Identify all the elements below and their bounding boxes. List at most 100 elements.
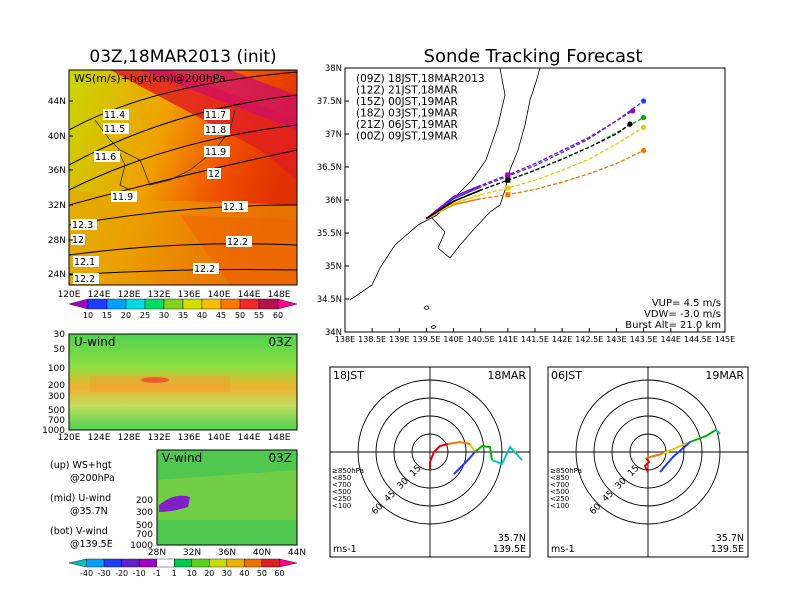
v-colorbar-swatch (191, 558, 210, 568)
track-landing-4 (640, 124, 647, 130)
v-colorbar-label: -30 (98, 569, 111, 578)
hodo-date: 18MAR (487, 369, 526, 382)
v-colorbar-label: 40 (239, 569, 249, 578)
hodo-legend-item: <100 (332, 502, 351, 510)
v-colorbar-label: 60 (274, 569, 284, 578)
track-legend-item: (12Z) 21JST,18MAR (356, 85, 458, 97)
map-colorbar-label: 40 (197, 311, 207, 320)
contour-label: 12 (72, 235, 84, 246)
v-colorbar-swatch (156, 558, 175, 568)
note-mid-1: (mid) U-wind (50, 493, 111, 504)
hodo-trace-0 (643, 457, 651, 473)
track-burst-5 (505, 192, 511, 198)
v-colorbar-label: 50 (257, 569, 267, 578)
contour-label-bg (226, 236, 252, 247)
track-lon-tick: 142.5E (575, 335, 603, 344)
u-lon-tick: 128E (118, 433, 141, 443)
coast-line (94, 109, 236, 186)
v-colorbar-label: 30 (222, 569, 232, 578)
hodo-trace-0 (429, 443, 449, 470)
map-lat-tick: 44N (48, 97, 66, 107)
map-colorbar-swatch (182, 298, 203, 310)
map-colorbar-swatch (220, 298, 241, 310)
hodo-legend-item: <500 (332, 488, 351, 496)
track-lon-tick: 141E (498, 335, 518, 344)
map-lon-tick: 140E (208, 290, 231, 300)
u-lon-tick: 136E (178, 433, 201, 443)
map-lon-tick: 128E (118, 290, 141, 300)
map-lon-tick: 136E (178, 290, 201, 300)
map-lat-tick: 40N (48, 132, 66, 142)
jet-max-band (140, 70, 297, 130)
u-lon-tick: 144E (238, 433, 261, 443)
track-line-4 (426, 126, 644, 220)
contour-label-bg (204, 109, 230, 120)
map-lon-tick: 148E (268, 290, 291, 300)
track-lat-tick: 34N (325, 328, 342, 338)
hodo-loc-lat: 35.7N (716, 533, 744, 544)
v-level-tick: 200 (136, 496, 153, 506)
hodo-trace-3 (689, 429, 717, 443)
track-lon-tick: 141.5E (521, 335, 549, 344)
track-landing-5 (640, 147, 647, 154)
ws-map-panel: 11.4 11.5 11.6 11.7 11.8 11.9 11.9 12 12.1 12.2 12… (48, 69, 298, 320)
v-colorbar-swatch (226, 558, 245, 568)
hodo-legend-item: ≥850hPa (550, 467, 582, 475)
track-legend-item: (21Z) 06JST,19MAR (356, 119, 458, 131)
hodo-legend-item: <850 (550, 474, 569, 482)
island-1 (423, 305, 430, 310)
map-colorbar-label: 50 (235, 311, 245, 320)
hodo-trace-3 (474, 444, 493, 461)
track-landing-1 (630, 108, 636, 114)
v-colorbar-swatch (86, 558, 105, 568)
u-wind-core-halo (90, 376, 230, 392)
v-colorbar-label: -40 (80, 569, 93, 578)
contour-label: 11.4 (104, 110, 125, 121)
contour-label: 11.5 (104, 124, 125, 135)
v-colorbar-label: 10 (187, 569, 197, 578)
hodo-legend-item: <500 (550, 488, 569, 496)
hodo-legend-item: <700 (550, 481, 569, 489)
u-level-tick: 700 (48, 416, 65, 426)
contour-label-bg (111, 191, 137, 202)
u-lon-tick: 120E (58, 433, 81, 443)
u-level-tick: 200 (48, 381, 65, 391)
track-legend-item: (00Z) 09JST,19MAR (356, 131, 458, 143)
contour-label-bg (73, 256, 99, 267)
v-colorbar-swatch (174, 558, 192, 568)
hodo-loc-lat: 35.7N (498, 533, 526, 544)
contour-label: 12.1 (74, 257, 95, 268)
map-lat-tick: 28N (48, 236, 66, 246)
v-colorbar-swatch (138, 558, 157, 568)
track-lat-tick: 35.5N (317, 229, 342, 239)
note-bot-2: @139.5E (70, 539, 113, 550)
map-lat-tick: 36N (48, 166, 66, 176)
param-vup: VUP= 4.5 m/s (652, 298, 721, 309)
u-lon-tick: 124E (88, 433, 111, 443)
track-burst-4 (505, 185, 511, 191)
track-lon-tick: 140E (443, 335, 463, 344)
v-level-tick: 700 (136, 530, 153, 540)
track-legend-item: (15Z) 00JST,19MAR (356, 96, 458, 108)
track-lon-tick: 144.5E (684, 335, 712, 344)
track-lon-tick: 139E (389, 335, 409, 344)
u-level-tick: 50 (54, 345, 66, 355)
contour-label: 11.9 (112, 192, 133, 203)
hodo-time: 18JST (333, 369, 364, 382)
v-level-tick: 500 (136, 521, 153, 531)
track-lon-tick: 142E (552, 335, 572, 344)
note-up-1: (up) WS+hgt (50, 460, 112, 471)
contour-label-bg (193, 263, 219, 274)
contour-label-bg (222, 201, 248, 212)
v-colorbar-swatch (279, 558, 298, 568)
track-lat-tick: 35N (325, 262, 342, 272)
hodo-legend-item: <250 (332, 495, 351, 503)
v-level-tick: 300 (136, 508, 153, 518)
track-burst-1 (505, 172, 511, 178)
map-colorbar-label: 25 (140, 311, 150, 320)
map-colorbar-label: 15 (102, 311, 112, 320)
contour-label-bg (71, 234, 85, 245)
v-colorbar-label: -20 (115, 569, 128, 578)
